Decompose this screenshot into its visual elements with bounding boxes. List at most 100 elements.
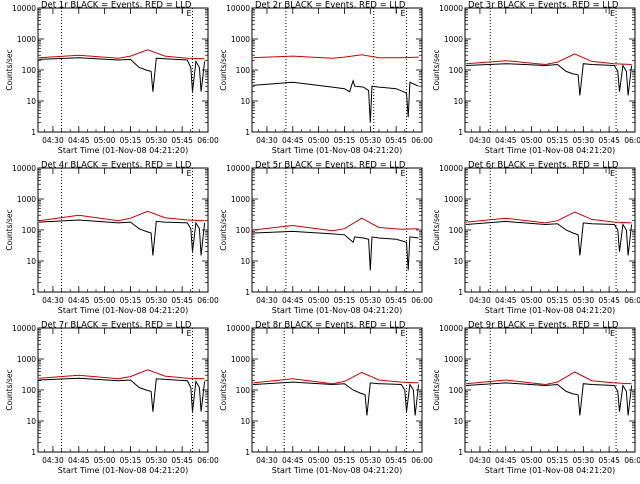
x-tick-label: 05:15 [334,296,356,305]
chart-title: Det 5r BLACK = Events, RED = LLD [255,161,406,171]
y-tick-label: 10 [26,97,36,106]
y-tick-label: 1 [245,288,250,297]
x-tick-label: 04:30 [256,296,278,305]
x-tick-label: 06:00 [411,136,433,145]
x-tick-label: 04:45 [282,456,304,465]
x-axis-label: Start Time (01-Nov-08 04:21:20) [58,466,188,475]
y-tick-label: 10000 [226,4,250,13]
plot-frame [251,327,423,453]
x-tick-label: 04:30 [469,136,491,145]
y-axis-label: Counts/sec [5,209,14,250]
x-tick-label: 05:15 [547,296,569,305]
y-axis-label: Counts/sec [219,209,228,250]
y-tick-label: 10 [240,417,250,426]
y-tick-label: 100 [22,386,37,395]
y-tick-label: 1000 [444,35,463,44]
y-tick-label: 10000 [439,164,463,173]
x-axis-label: Start Time (01-Nov-08 04:21:20) [58,306,188,315]
chart-title: Det 8r BLACK = Events, RED = LLD [255,321,406,331]
x-tick-label: 06:00 [624,296,640,305]
y-tick-label: 100 [22,226,37,235]
series-lld-line [466,211,632,224]
x-tick-label: 06:00 [411,296,433,305]
x-tick-label: 05:00 [308,296,330,305]
x-tick-label: 04:45 [68,456,90,465]
y-tick-label: 10000 [226,324,250,333]
y-axis-label: Counts/sec [219,369,228,410]
y-tick-label: 100 [236,386,251,395]
x-tick-label: 05:30 [572,456,594,465]
x-tick-label: 04:30 [42,136,64,145]
y-tick-label: 10 [26,417,36,426]
x-tick-label: 05:15 [547,136,569,145]
y-tick-label: 1 [458,128,463,137]
chart-title: Det 6r BLACK = Events, RED = LLD [468,161,619,171]
series-lld-line [39,49,205,60]
y-tick-label: 10000 [12,4,36,13]
chart-panel-7: Det 7r BLACK = Events, RED = LLD 1 10 100 10… [5,321,219,476]
x-tick-label: 06:00 [197,456,219,465]
series-lld-line [39,369,205,380]
x-tick-label: 05:30 [572,136,594,145]
y-tick-label: 1 [458,288,463,297]
annotation-label: E [186,329,191,338]
series-lld-line [253,217,419,232]
x-tick-label: 04:45 [495,456,517,465]
chart-title: Det 1r BLACK = Events, RED = LLD [41,1,192,11]
plot-frame [37,327,209,453]
x-tick-label: 05:30 [359,296,381,305]
x-tick-label: 05:00 [521,296,543,305]
x-tick-label: 04:45 [68,136,90,145]
y-tick-label: 1 [31,128,36,137]
y-tick-label: 100 [449,66,464,75]
x-tick-label: 04:30 [42,456,64,465]
series-events-line [466,63,633,96]
x-tick-label: 04:30 [469,456,491,465]
x-tick-label: 05:30 [359,136,381,145]
x-tick-label: 05:00 [94,136,116,145]
y-tick-label: 100 [449,386,464,395]
annotation-label: E [186,9,191,18]
series-lld-line [466,53,632,66]
annotation-label: E [400,9,405,18]
y-tick-label: 10000 [12,324,36,333]
x-tick-label: 04:45 [282,296,304,305]
x-tick-label: 05:15 [334,456,356,465]
x-axis-label: Start Time (01-Nov-08 04:21:20) [485,146,615,155]
annotation-label: E [186,169,191,178]
x-tick-label: 05:45 [598,456,620,465]
chart-panel-8: Det 8r BLACK = Events, RED = LLD 1 10 100 10… [219,321,433,476]
series-lld-line [39,210,205,222]
x-tick-label: 05:00 [521,456,543,465]
chart-title: Det 7r BLACK = Events, RED = LLD [41,321,192,331]
annotation-label: E [400,169,405,178]
y-tick-label: 1000 [444,355,463,364]
series-lld-line [253,371,419,385]
x-tick-label: 05:45 [598,136,620,145]
y-tick-label: 10 [26,257,36,266]
series-events-line [39,57,206,92]
y-tick-label: 1000 [17,355,36,364]
x-tick-label: 04:45 [495,296,517,305]
chart-title: Det 2r BLACK = Events, RED = LLD [255,1,406,11]
chart-title: Det 9r BLACK = Events, RED = LLD [468,321,619,331]
chart-panel-4: Det 4r BLACK = Events, RED = LLD 1 10 100 10… [5,161,219,316]
chart-title: Det 4r BLACK = Events, RED = LLD [41,161,192,171]
y-tick-label: 10 [240,257,250,266]
y-tick-label: 1000 [231,195,250,204]
x-tick-label: 05:30 [145,136,167,145]
x-tick-label: 05:00 [94,456,116,465]
y-tick-label: 10 [453,417,463,426]
y-axis-label: Counts/sec [432,369,441,410]
chart-panel-5: Det 5r BLACK = Events, RED = LLD 1 10 100 10… [219,161,433,316]
x-tick-label: 05:45 [171,456,193,465]
y-tick-label: 10000 [12,164,36,173]
x-tick-label: 05:30 [572,296,594,305]
x-axis-label: Start Time (01-Nov-08 04:21:20) [272,306,402,315]
annotation-label: E [610,9,615,18]
chart-title: Det 3r BLACK = Events, RED = LLD [468,1,619,11]
y-tick-label: 1 [245,448,250,457]
y-tick-label: 10000 [439,324,463,333]
x-tick-label: 05:15 [334,136,356,145]
series-events-line [466,382,633,416]
